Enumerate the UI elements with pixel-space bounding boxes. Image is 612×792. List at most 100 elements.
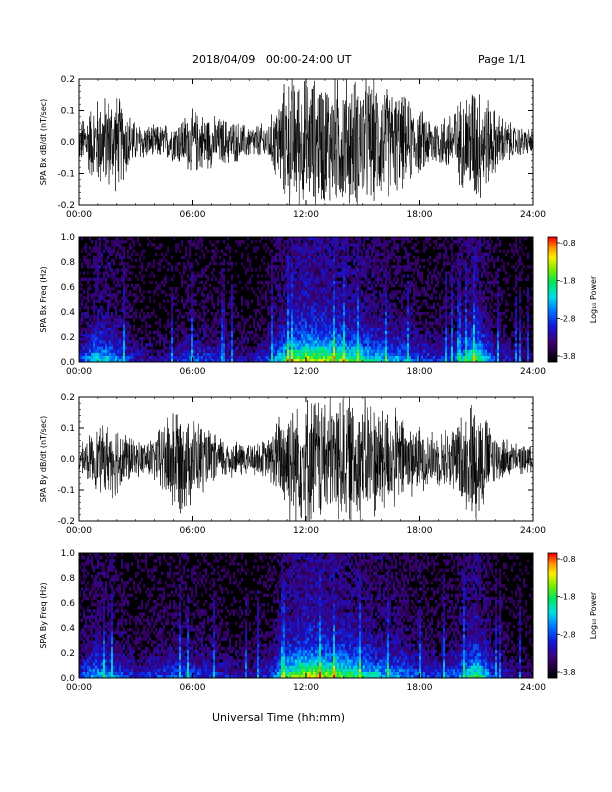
spectrogram-cell — [285, 255, 288, 260]
spectrogram-cell — [403, 296, 406, 300]
spectrogram-cell — [225, 318, 228, 322]
spectrogram-cell — [333, 296, 336, 300]
spectrogram-cell — [123, 312, 126, 316]
spectrogram-cell — [201, 268, 204, 272]
spectrogram-cell — [247, 352, 250, 356]
spectrogram-cell — [313, 283, 316, 288]
spectrogram-cell — [261, 337, 264, 341]
spectrogram-cell — [89, 333, 92, 338]
spectrogram-cell — [293, 268, 296, 272]
spectrogram-cell — [399, 271, 402, 275]
spectrogram-cell — [285, 315, 288, 319]
spectrogram-cell — [87, 312, 90, 316]
spectrogram-cell — [213, 324, 216, 328]
spectrogram-cell — [221, 283, 224, 288]
spectrogram-cell — [409, 302, 412, 306]
spectrogram-cell — [135, 296, 138, 300]
spectrogram-cell — [329, 321, 332, 325]
spectrogram-cell — [107, 330, 110, 335]
spectrogram-cell — [407, 262, 410, 266]
spectrogram-cell — [297, 293, 300, 297]
spectrogram-cell — [89, 349, 92, 353]
spectrogram-cell — [295, 268, 298, 272]
spectrogram-cell — [215, 330, 218, 335]
spectrogram-cell — [95, 305, 98, 310]
spectrogram-cell — [323, 355, 326, 360]
spectrogram-cell — [177, 349, 180, 353]
spectrogram-cell — [267, 308, 270, 313]
spectrogram-cell — [351, 321, 354, 325]
spectrogram-cell — [403, 237, 406, 241]
spectrogram-cell — [231, 308, 234, 313]
spectrogram-cell — [429, 355, 432, 360]
spectrogram-cell — [219, 315, 222, 319]
spectrogram-cell — [381, 358, 384, 363]
spectrogram-cell — [335, 296, 338, 300]
spectrogram-cell — [191, 271, 194, 275]
spectrogram-cell — [209, 340, 212, 344]
spectrogram-cell — [293, 330, 296, 335]
spectrogram-cell — [173, 293, 176, 297]
spectrogram-cell — [177, 352, 180, 356]
spectrogram-cell — [309, 327, 312, 331]
spectrogram-cell — [111, 349, 114, 353]
spectrogram-cell — [359, 240, 362, 244]
spectrogram-cell — [271, 318, 274, 322]
spectrogram-cell — [201, 349, 204, 353]
spectrogram-cell — [353, 330, 356, 335]
spectrogram-cell — [343, 299, 346, 303]
spectrogram-cell — [99, 277, 102, 281]
spectrogram-cell — [295, 240, 298, 244]
spectrogram-cell — [335, 324, 338, 328]
spectrogram-cell — [297, 315, 300, 319]
spectrogram-cell — [101, 330, 104, 335]
spectrogram-cell — [81, 352, 84, 356]
spectrogram-cell — [287, 243, 290, 247]
spectrogram-cell — [379, 277, 382, 281]
spectrogram-cell — [385, 290, 388, 294]
spectrogram-cell — [177, 246, 180, 250]
spectrogram-cell — [381, 265, 384, 269]
spectrogram-cell — [363, 318, 366, 322]
spectrogram-cell — [109, 330, 112, 335]
spectrogram-cell — [243, 346, 246, 350]
spectrogram-cell — [121, 240, 124, 244]
spectrogram-cell — [391, 312, 394, 316]
spectrogram-cell — [287, 287, 290, 291]
spectrogram-cell — [199, 352, 202, 356]
spectrogram-cell — [361, 302, 364, 306]
spectrogram-cell — [191, 296, 194, 300]
spectrogram-cell — [363, 268, 366, 272]
spectrogram-cell — [111, 327, 114, 331]
spectrogram-cell — [265, 293, 268, 297]
spectrogram-cell — [207, 249, 210, 253]
spectrogram-cell — [271, 308, 274, 313]
spectrogram-cell — [177, 293, 180, 297]
spectrogram-cell — [325, 290, 328, 294]
spectrogram-cell — [425, 349, 428, 353]
spectrogram-cell — [285, 324, 288, 328]
spectrogram-cell — [211, 271, 214, 275]
spectrogram-cell — [177, 355, 180, 360]
spectrogram-cell — [317, 262, 320, 266]
spectrogram-cell — [183, 340, 186, 344]
spectrogram-cell — [319, 283, 322, 288]
spectrogram-cell — [233, 315, 236, 319]
spectrogram-cell — [159, 321, 162, 325]
spectrogram-cell — [423, 349, 426, 353]
spectrogram-cell — [293, 290, 296, 294]
spectrogram-cell — [393, 324, 396, 328]
spectrogram-cell — [279, 255, 282, 260]
spectrogram-cell — [393, 290, 396, 294]
spectrogram-cell — [109, 352, 112, 356]
spectrogram-cell — [323, 274, 326, 278]
spectrogram-cell — [137, 330, 140, 335]
spectrogram-cell — [107, 315, 110, 319]
spectrogram-cell — [229, 343, 232, 347]
spectrogram-cell — [297, 308, 300, 313]
spectrogram-cell — [85, 327, 88, 331]
spectrogram-cell — [415, 321, 418, 325]
spectrogram-cell — [409, 358, 412, 363]
spectrogram-cell — [375, 358, 378, 363]
spectrogram-cell — [331, 355, 334, 360]
